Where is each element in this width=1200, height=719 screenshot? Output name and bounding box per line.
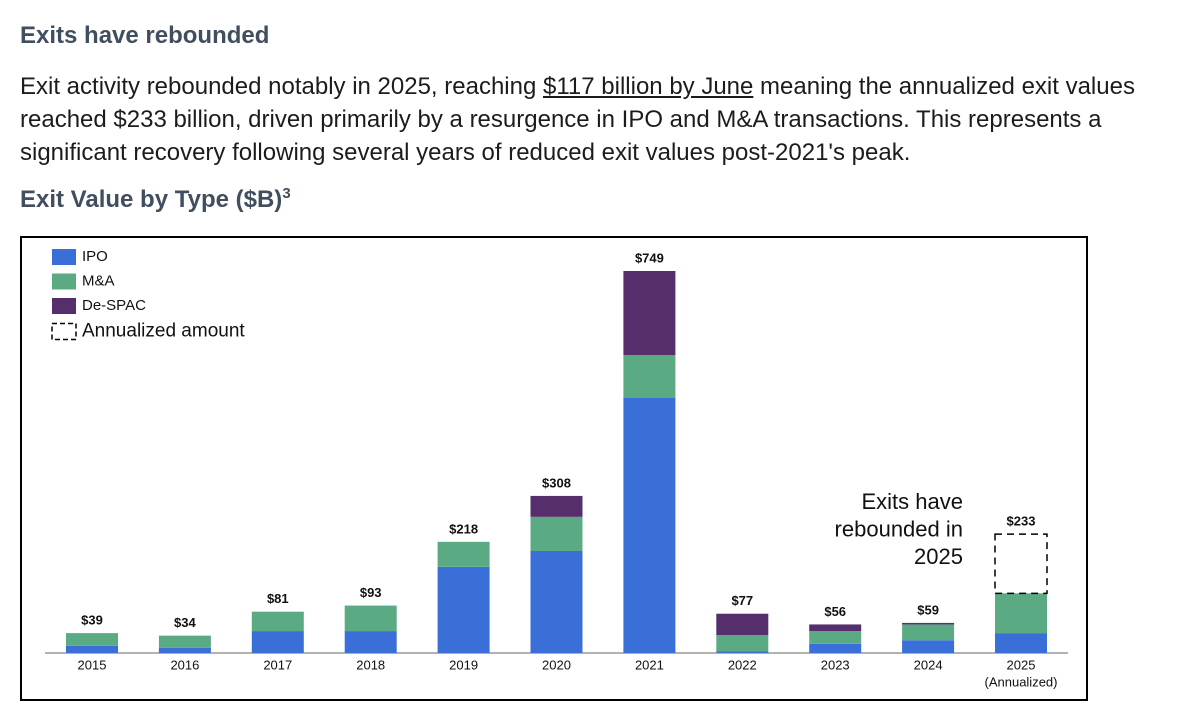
x-tick-label: 2018 xyxy=(356,657,385,672)
bar-segment xyxy=(902,640,955,653)
total-label: $93 xyxy=(360,585,382,600)
total-label: $59 xyxy=(917,602,939,617)
bar-segment xyxy=(716,635,769,652)
bar-segment xyxy=(809,631,862,644)
text: Exit activity rebounded notably in 2025,… xyxy=(20,73,543,100)
bar-segment xyxy=(530,551,583,653)
bar-segment xyxy=(437,541,490,567)
bar-segment xyxy=(716,613,769,636)
total-label: $56 xyxy=(824,604,846,619)
x-tick-label: 2017 xyxy=(263,657,292,672)
bar-segment xyxy=(66,633,118,646)
total-label: $77 xyxy=(731,593,753,608)
total-label: $81 xyxy=(267,591,289,606)
bar-segment xyxy=(995,633,1047,653)
total-label: $39 xyxy=(81,613,103,628)
bar-segment xyxy=(251,631,304,653)
x-tick-sublabel: (Annualized) xyxy=(985,674,1058,689)
legend-swatch xyxy=(52,249,76,265)
legend-swatch xyxy=(52,273,76,290)
bar-segment xyxy=(344,605,397,632)
x-tick-label: 2015 xyxy=(78,657,107,672)
text: meaning the annualized exit values reach… xyxy=(20,73,1135,166)
legend-swatch xyxy=(52,298,76,314)
legend-label: IPO xyxy=(82,248,108,265)
chart-title: Exit Value by Type ($B)3 xyxy=(20,186,291,214)
x-tick-label: 2022 xyxy=(728,657,757,672)
bar-segment xyxy=(251,611,304,632)
bar-segment xyxy=(809,643,862,653)
chart-frame xyxy=(20,236,1088,701)
bar-segment xyxy=(995,593,1047,634)
x-tick-label: 2023 xyxy=(821,657,850,672)
total-label: $233 xyxy=(1007,514,1036,529)
bar-segment xyxy=(716,651,769,653)
total-label: $308 xyxy=(542,475,571,490)
annotation: rebounded in xyxy=(835,516,963,541)
link[interactable]: $117 billion by June xyxy=(543,73,754,100)
x-tick-label: 2025 xyxy=(1007,657,1036,672)
legend-swatch xyxy=(51,322,77,341)
x-tick-label: 2020 xyxy=(542,657,571,672)
paragraph: Exit activity rebounded notably in 2025,… xyxy=(20,70,1190,169)
annualized-segment xyxy=(994,533,1048,595)
title-text: Exit Value by Type ($B) xyxy=(20,186,283,213)
bar-segment xyxy=(902,624,955,641)
legend-label: De-SPAC xyxy=(82,297,146,314)
bar-segment xyxy=(66,645,118,653)
legend-label: Annualized amount xyxy=(82,321,245,342)
bar-segment xyxy=(809,624,862,632)
total-label: $34 xyxy=(174,615,196,630)
bar-segment xyxy=(623,355,676,398)
bar-segment xyxy=(530,495,583,517)
total-label: $749 xyxy=(635,250,664,265)
bar-segment xyxy=(530,516,583,551)
x-tick-label: 2024 xyxy=(914,657,943,672)
legend-label: M&A xyxy=(82,272,115,289)
x-tick-label: 2019 xyxy=(449,657,478,672)
section-heading: Exits have rebounded xyxy=(20,22,270,49)
bar-segment xyxy=(902,622,955,625)
bar-segment xyxy=(158,635,211,648)
bar-segment xyxy=(344,631,397,653)
bar-segment xyxy=(437,566,490,653)
annotation: Exits have xyxy=(862,489,964,514)
x-tick-label: 2016 xyxy=(170,657,199,672)
bar-segment xyxy=(623,398,676,653)
total-label: $218 xyxy=(449,521,478,536)
annotation: 2025 xyxy=(914,544,963,569)
footnote: 3 xyxy=(282,185,291,202)
bar-segment xyxy=(623,271,676,356)
x-tick-label: 2021 xyxy=(635,657,664,672)
bar-segment xyxy=(158,647,211,653)
